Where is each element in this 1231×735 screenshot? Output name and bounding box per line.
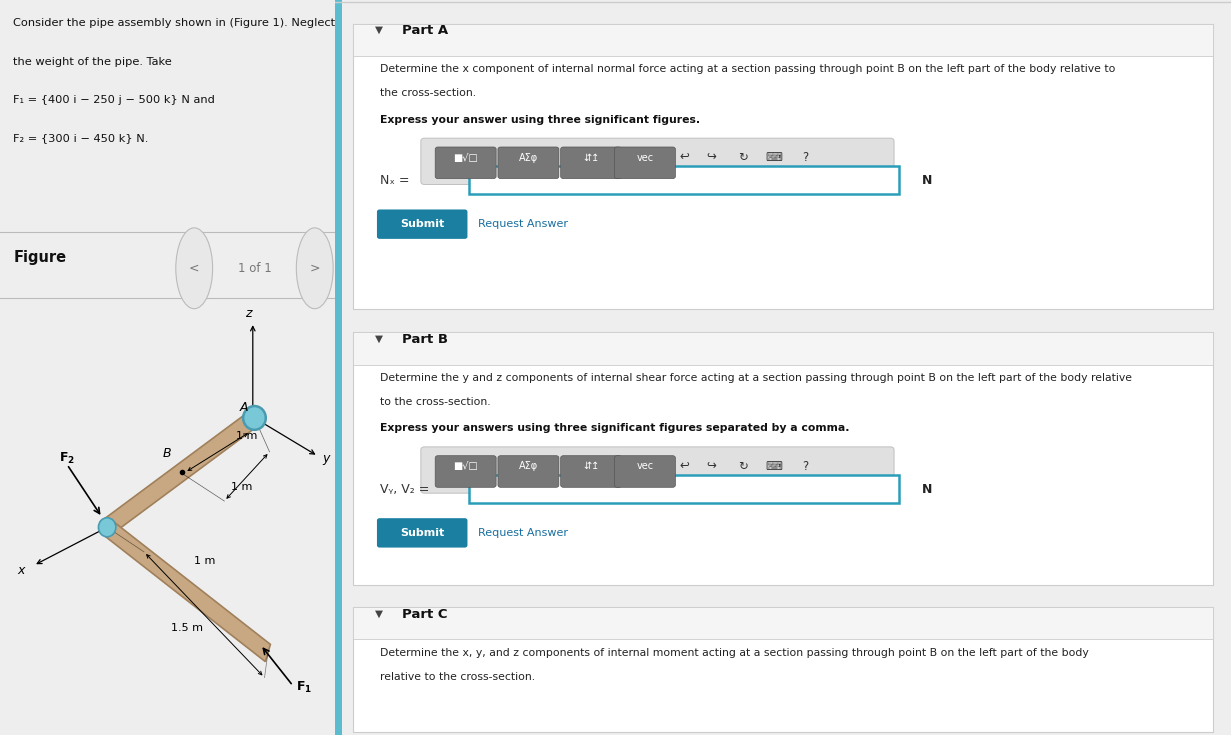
- Text: Part A: Part A: [403, 24, 448, 37]
- Text: $z$: $z$: [245, 306, 254, 320]
- Text: Express your answers using three significant figures separated by a comma.: Express your answers using three signifi…: [379, 423, 849, 434]
- Text: Vᵧ, V₂ =: Vᵧ, V₂ =: [379, 483, 430, 496]
- FancyBboxPatch shape: [560, 456, 622, 487]
- Text: ■√□: ■√□: [453, 153, 478, 162]
- Text: Nₓ =: Nₓ =: [379, 174, 409, 187]
- Text: 1 of 1: 1 of 1: [238, 262, 271, 275]
- Text: Determine the y and z components of internal shear force acting at a section pas: Determine the y and z components of inte…: [379, 373, 1131, 383]
- Circle shape: [297, 228, 334, 309]
- FancyBboxPatch shape: [353, 24, 1213, 309]
- Text: N: N: [922, 483, 932, 496]
- Text: Figure: Figure: [14, 250, 66, 265]
- Ellipse shape: [98, 517, 116, 537]
- Text: ↩: ↩: [680, 460, 689, 473]
- FancyBboxPatch shape: [614, 147, 676, 179]
- FancyBboxPatch shape: [497, 456, 559, 487]
- Text: $x$: $x$: [17, 564, 27, 577]
- Polygon shape: [105, 519, 271, 662]
- Text: to the cross-section.: to the cross-section.: [379, 397, 490, 407]
- Ellipse shape: [243, 406, 266, 430]
- Text: Determine the x, y, and z components of internal moment acting at a section pass: Determine the x, y, and z components of …: [379, 648, 1088, 658]
- Text: AΣφ: AΣφ: [518, 153, 538, 162]
- Text: >: >: [309, 262, 320, 275]
- Text: Part B: Part B: [403, 333, 448, 346]
- Text: N: N: [922, 174, 932, 187]
- Text: ⇵↥: ⇵↥: [583, 153, 599, 162]
- Circle shape: [176, 228, 213, 309]
- FancyBboxPatch shape: [377, 518, 468, 548]
- FancyBboxPatch shape: [353, 332, 1213, 365]
- FancyBboxPatch shape: [421, 447, 894, 493]
- Text: 1 m: 1 m: [236, 431, 257, 441]
- FancyBboxPatch shape: [421, 138, 894, 184]
- Text: the weight of the pipe. Take: the weight of the pipe. Take: [14, 57, 172, 67]
- Text: ⌨: ⌨: [766, 460, 783, 473]
- Text: $\mathbf{F_1}$: $\mathbf{F_1}$: [295, 681, 311, 695]
- Text: ⌨: ⌨: [766, 151, 783, 164]
- Text: ↻: ↻: [737, 151, 747, 164]
- Text: Request Answer: Request Answer: [478, 219, 569, 229]
- FancyBboxPatch shape: [436, 147, 496, 179]
- FancyBboxPatch shape: [469, 475, 900, 503]
- Text: $y$: $y$: [321, 453, 331, 467]
- Text: <: <: [188, 262, 199, 275]
- FancyBboxPatch shape: [377, 209, 468, 239]
- Text: AΣφ: AΣφ: [518, 462, 538, 471]
- Text: ▼: ▼: [375, 334, 383, 344]
- Text: 1 m: 1 m: [193, 556, 215, 566]
- Text: ■√□: ■√□: [453, 462, 478, 471]
- Text: $A$: $A$: [239, 401, 250, 415]
- Ellipse shape: [244, 406, 266, 429]
- FancyBboxPatch shape: [436, 456, 496, 487]
- Text: Submit: Submit: [400, 219, 444, 229]
- Text: ⇵↥: ⇵↥: [583, 462, 599, 471]
- Text: relative to the cross-section.: relative to the cross-section.: [379, 672, 534, 682]
- Text: Express your answer using three significant figures.: Express your answer using three signific…: [379, 115, 699, 125]
- Ellipse shape: [249, 411, 266, 430]
- FancyBboxPatch shape: [353, 24, 1213, 56]
- Text: 1.5 m: 1.5 m: [171, 623, 203, 633]
- Text: ↩: ↩: [680, 151, 689, 164]
- Text: ↻: ↻: [737, 460, 747, 473]
- Text: ▼: ▼: [375, 25, 383, 35]
- FancyBboxPatch shape: [497, 147, 559, 179]
- Text: vec: vec: [636, 153, 654, 162]
- Text: Request Answer: Request Answer: [478, 528, 569, 538]
- Text: the cross-section.: the cross-section.: [379, 88, 475, 98]
- Text: Determine the x component of internal normal force acting at a section passing t: Determine the x component of internal no…: [379, 64, 1115, 74]
- Text: Consider the pipe assembly shown in (Figure 1). Neglect: Consider the pipe assembly shown in (Fig…: [14, 18, 336, 29]
- Text: vec: vec: [636, 462, 654, 471]
- Text: ?: ?: [803, 460, 809, 473]
- Text: Submit: Submit: [400, 528, 444, 538]
- FancyBboxPatch shape: [560, 147, 622, 179]
- Text: ?: ?: [803, 151, 809, 164]
- Text: $\mathbf{F_2}$: $\mathbf{F_2}$: [59, 451, 75, 466]
- FancyBboxPatch shape: [353, 332, 1213, 585]
- FancyBboxPatch shape: [614, 456, 676, 487]
- Text: 1 m: 1 m: [231, 482, 252, 492]
- Text: Part C: Part C: [403, 608, 448, 621]
- Text: ↪: ↪: [707, 460, 716, 473]
- Text: F₂ = {300 i − 450 k} N.: F₂ = {300 i − 450 k} N.: [14, 133, 149, 143]
- FancyBboxPatch shape: [469, 166, 900, 194]
- Text: ↪: ↪: [707, 151, 716, 164]
- Text: $B$: $B$: [162, 448, 172, 460]
- FancyBboxPatch shape: [335, 0, 342, 735]
- Text: F₁ = {400 i − 250 j − 500 k} N and: F₁ = {400 i − 250 j − 500 k} N and: [14, 95, 215, 105]
- FancyBboxPatch shape: [353, 607, 1213, 639]
- Text: ▼: ▼: [375, 609, 383, 619]
- FancyBboxPatch shape: [353, 607, 1213, 732]
- Polygon shape: [105, 409, 257, 536]
